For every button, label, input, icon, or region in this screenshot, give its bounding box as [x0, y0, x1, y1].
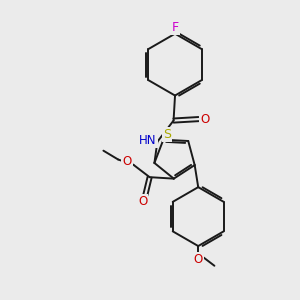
Text: F: F	[172, 21, 178, 34]
Text: S: S	[163, 128, 171, 141]
Text: O: O	[200, 112, 210, 126]
Text: O: O	[194, 253, 203, 266]
Text: O: O	[122, 155, 132, 168]
Text: HN: HN	[139, 134, 157, 147]
Text: O: O	[138, 195, 148, 208]
